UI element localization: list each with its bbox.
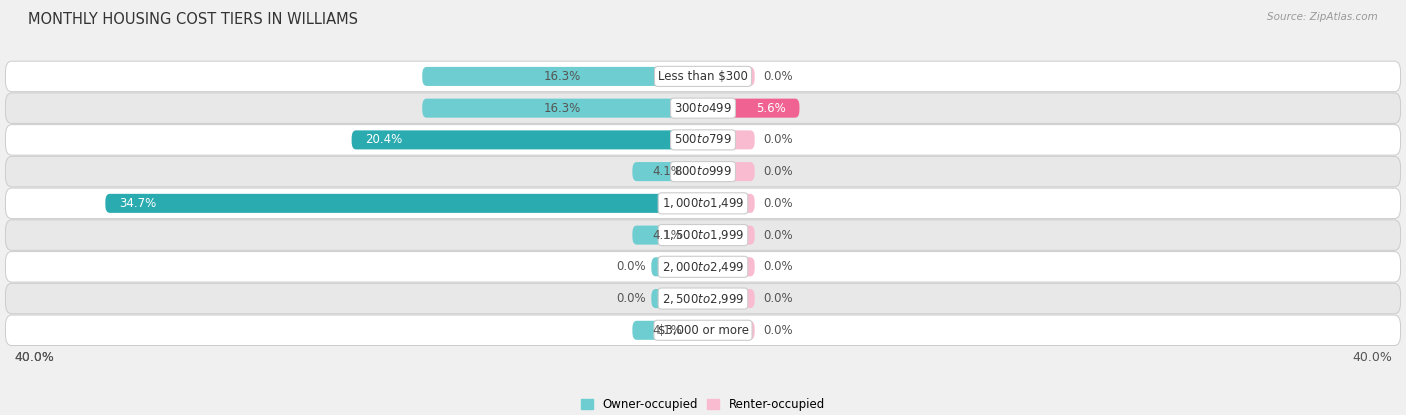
- Text: $800 to $999: $800 to $999: [673, 165, 733, 178]
- Text: 0.0%: 0.0%: [763, 70, 793, 83]
- FancyBboxPatch shape: [6, 93, 1400, 123]
- FancyBboxPatch shape: [352, 130, 703, 149]
- FancyBboxPatch shape: [703, 99, 800, 118]
- Text: 40.0%: 40.0%: [14, 351, 53, 364]
- FancyBboxPatch shape: [651, 257, 703, 276]
- FancyBboxPatch shape: [105, 194, 703, 213]
- FancyBboxPatch shape: [422, 99, 703, 118]
- Text: $2,000 to $2,499: $2,000 to $2,499: [662, 260, 744, 274]
- FancyBboxPatch shape: [703, 130, 755, 149]
- FancyBboxPatch shape: [703, 67, 755, 86]
- Text: 40.0%: 40.0%: [14, 351, 53, 364]
- Text: 5.6%: 5.6%: [756, 102, 786, 115]
- Text: 16.3%: 16.3%: [544, 102, 581, 115]
- FancyBboxPatch shape: [6, 61, 1400, 92]
- FancyBboxPatch shape: [703, 226, 755, 244]
- Text: 4.1%: 4.1%: [652, 324, 683, 337]
- Text: 16.3%: 16.3%: [544, 70, 581, 83]
- FancyBboxPatch shape: [633, 162, 703, 181]
- Text: MONTHLY HOUSING COST TIERS IN WILLIAMS: MONTHLY HOUSING COST TIERS IN WILLIAMS: [28, 12, 359, 27]
- Text: $2,500 to $2,999: $2,500 to $2,999: [662, 292, 744, 305]
- Text: $3,000 or more: $3,000 or more: [658, 324, 748, 337]
- FancyBboxPatch shape: [651, 289, 703, 308]
- Text: $1,500 to $1,999: $1,500 to $1,999: [662, 228, 744, 242]
- Text: 4.1%: 4.1%: [652, 165, 683, 178]
- Text: $500 to $799: $500 to $799: [673, 133, 733, 146]
- Text: 0.0%: 0.0%: [763, 197, 793, 210]
- Text: 20.4%: 20.4%: [366, 133, 402, 146]
- Text: 0.0%: 0.0%: [763, 165, 793, 178]
- FancyBboxPatch shape: [703, 321, 755, 340]
- FancyBboxPatch shape: [703, 257, 755, 276]
- FancyBboxPatch shape: [633, 226, 703, 244]
- Text: 0.0%: 0.0%: [763, 229, 793, 242]
- Text: 0.0%: 0.0%: [617, 292, 647, 305]
- FancyBboxPatch shape: [703, 162, 755, 181]
- FancyBboxPatch shape: [6, 283, 1400, 314]
- Text: 0.0%: 0.0%: [763, 133, 793, 146]
- Text: 0.0%: 0.0%: [763, 324, 793, 337]
- Text: 40.0%: 40.0%: [1353, 351, 1392, 364]
- FancyBboxPatch shape: [6, 188, 1400, 219]
- FancyBboxPatch shape: [6, 315, 1400, 346]
- FancyBboxPatch shape: [633, 321, 703, 340]
- Text: 34.7%: 34.7%: [120, 197, 156, 210]
- FancyBboxPatch shape: [703, 194, 755, 213]
- Text: Source: ZipAtlas.com: Source: ZipAtlas.com: [1267, 12, 1378, 22]
- FancyBboxPatch shape: [6, 220, 1400, 250]
- Text: 0.0%: 0.0%: [617, 260, 647, 273]
- Text: $300 to $499: $300 to $499: [673, 102, 733, 115]
- FancyBboxPatch shape: [422, 67, 703, 86]
- FancyBboxPatch shape: [6, 156, 1400, 187]
- Text: Less than $300: Less than $300: [658, 70, 748, 83]
- Legend: Owner-occupied, Renter-occupied: Owner-occupied, Renter-occupied: [581, 398, 825, 411]
- Text: 0.0%: 0.0%: [763, 260, 793, 273]
- Text: 0.0%: 0.0%: [763, 292, 793, 305]
- FancyBboxPatch shape: [6, 124, 1400, 155]
- FancyBboxPatch shape: [703, 289, 755, 308]
- Text: 4.1%: 4.1%: [652, 229, 683, 242]
- FancyBboxPatch shape: [6, 251, 1400, 282]
- Text: $1,000 to $1,499: $1,000 to $1,499: [662, 196, 744, 210]
